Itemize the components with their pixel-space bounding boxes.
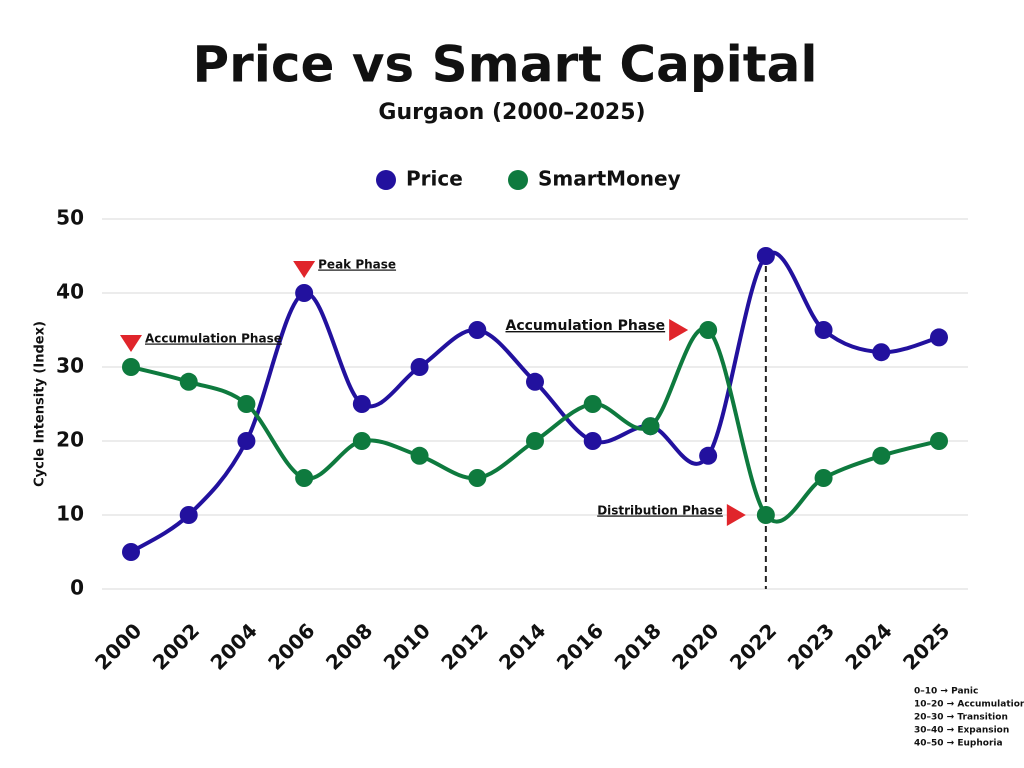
data-point	[295, 284, 314, 302]
y-tick-label: 40	[56, 280, 84, 304]
y-tick-label: 30	[56, 354, 84, 378]
data-point	[930, 432, 948, 450]
data-point	[526, 432, 544, 450]
data-point	[526, 372, 544, 391]
scale-note: 0–10 → Panic	[914, 687, 978, 697]
legend-marker	[376, 170, 396, 190]
chart-title: Price vs Smart Capital	[192, 36, 817, 94]
data-point	[641, 417, 660, 436]
data-point	[930, 328, 948, 347]
scale-note: 30–40 → Expansion	[914, 726, 1009, 736]
data-point	[699, 446, 718, 465]
legend-marker	[508, 170, 528, 190]
data-point	[352, 395, 371, 413]
annotation-marker	[669, 319, 689, 341]
annotation-marker	[120, 335, 142, 352]
annotation-text: Accumulation Phase	[505, 318, 665, 334]
y-tick-label: 20	[56, 428, 84, 452]
data-point	[122, 358, 140, 376]
data-point	[872, 446, 891, 465]
x-tick-label: 2023	[783, 618, 839, 674]
data-point	[756, 506, 775, 524]
x-tick-label: 2016	[552, 618, 608, 674]
data-point	[410, 446, 429, 465]
x-tick-label: 2012	[436, 618, 492, 674]
data-point	[410, 358, 429, 376]
x-tick-label: 2010	[379, 618, 435, 674]
x-tick-label: 2018	[610, 618, 666, 674]
data-point	[583, 432, 602, 450]
data-point	[814, 469, 833, 487]
series-line	[130, 326, 940, 524]
chart-subtitle: Gurgaon (2000–2025)	[378, 100, 645, 125]
annotation-text: Distribution Phase	[597, 504, 723, 518]
data-point	[237, 432, 256, 450]
data-point	[756, 247, 775, 265]
annotation-text: Accumulation Phase	[145, 332, 282, 346]
annotation-marker	[293, 261, 316, 278]
data-point	[583, 395, 602, 413]
x-tick-label: 2020	[667, 618, 723, 674]
annotation-text: Peak Phase	[318, 258, 396, 272]
data-point	[122, 543, 140, 561]
x-tick-label: 2002	[148, 618, 204, 674]
x-tick-label: 2006	[263, 618, 319, 674]
x-tick-label: 2008	[321, 618, 377, 674]
x-tick-label: 2022	[725, 618, 781, 674]
data-point	[699, 321, 718, 339]
scale-note: 20–30 → Transition	[914, 713, 1008, 723]
x-tick-label: 2014	[494, 618, 550, 674]
data-point	[352, 432, 371, 450]
data-point	[814, 321, 833, 339]
scale-note: 10–20 → Accumulation	[914, 700, 1024, 710]
y-tick-label: 0	[70, 576, 84, 600]
scale-note: 40–50 → Euphoria	[914, 739, 1003, 749]
data-point	[295, 469, 314, 487]
x-tick-label: 2000	[90, 618, 146, 674]
data-point	[468, 469, 487, 487]
data-point	[179, 506, 198, 524]
legend-label: Price	[406, 167, 463, 191]
legend-label: SmartMoney	[538, 167, 681, 191]
x-tick-label: 2004	[206, 618, 262, 674]
data-point	[179, 372, 198, 391]
y-tick-label: 50	[56, 206, 84, 230]
y-tick-label: 10	[56, 502, 84, 526]
annotation-marker	[726, 504, 746, 526]
x-tick-label: 2025	[898, 618, 954, 674]
data-point	[872, 343, 891, 362]
y-axis-label: Cycle Intensity (Index)	[33, 321, 48, 487]
x-tick-label: 2024	[840, 618, 896, 674]
data-point	[237, 395, 256, 413]
data-point	[468, 321, 487, 339]
